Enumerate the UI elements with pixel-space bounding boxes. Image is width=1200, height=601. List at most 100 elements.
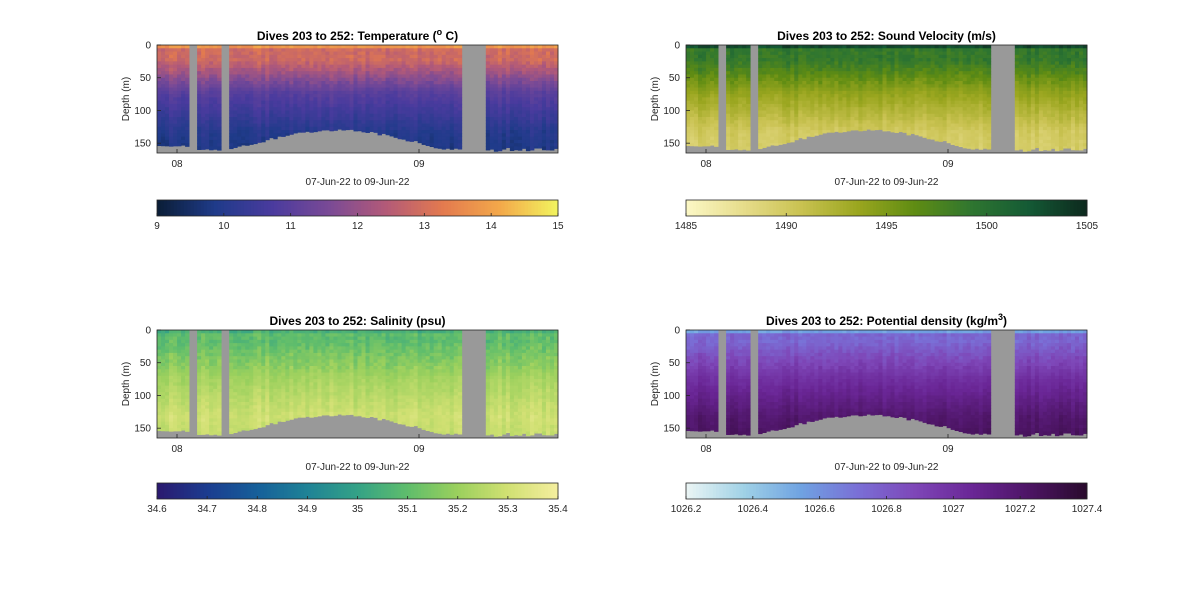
- heatmap-cell: [157, 54, 162, 59]
- heatmap-cell: [213, 136, 218, 141]
- heatmap-cell: [902, 113, 907, 118]
- heatmap-cell: [758, 113, 763, 118]
- colorbar-segment: [527, 200, 532, 216]
- heatmap-cell: [533, 54, 539, 59]
- heatmap-cell: [918, 117, 923, 121]
- heatmap-cell: [257, 123, 262, 128]
- heatmap-cell: [978, 113, 984, 118]
- heatmap-cell: [814, 113, 819, 118]
- heatmap-cell: [169, 51, 174, 56]
- heatmap-cell: [457, 45, 463, 49]
- heatmap-cell: [409, 64, 415, 69]
- heatmap-cell: [397, 87, 403, 92]
- heatmap-cell: [329, 100, 334, 105]
- heatmap-cell: [293, 61, 298, 66]
- heatmap-cell: [209, 133, 214, 138]
- heatmap-cell: [810, 48, 815, 52]
- heatmap-cell: [217, 103, 222, 108]
- heatmap-cell: [826, 120, 831, 124]
- heatmap-cell: [409, 67, 415, 72]
- heatmap-cell: [369, 84, 374, 88]
- heatmap-cell: [281, 77, 286, 82]
- heatmap-cell: [706, 143, 711, 147]
- heatmap-cell: [694, 48, 699, 52]
- heatmap-cell: [313, 61, 318, 66]
- heatmap-cell: [966, 87, 972, 92]
- heatmap-cell: [517, 87, 523, 92]
- heatmap-cell: [742, 136, 747, 141]
- colorbar-segment: [170, 200, 175, 216]
- heatmap-cell: [357, 103, 362, 108]
- heatmap-cell: [545, 117, 551, 121]
- heatmap-cell: [726, 94, 731, 98]
- heatmap-cell: [513, 143, 519, 147]
- heatmap-cell: [209, 58, 214, 62]
- heatmap-cell: [826, 45, 831, 49]
- heatmap-cell: [934, 90, 940, 95]
- heatmap-cell: [205, 139, 210, 144]
- heatmap-cell: [802, 136, 807, 140]
- heatmap-cell: [233, 126, 238, 131]
- heatmap-cell: [345, 120, 350, 124]
- heatmap-cell: [317, 48, 322, 52]
- heatmap-cell: [758, 81, 763, 85]
- heatmap-cell: [714, 48, 719, 52]
- heatmap-cell: [513, 58, 519, 62]
- heatmap-cell: [870, 107, 875, 111]
- heatmap-cell: [794, 100, 799, 105]
- heatmap-cell: [277, 126, 282, 131]
- heatmap-cell: [986, 143, 992, 147]
- heatmap-cell: [361, 84, 366, 88]
- heatmap-cell: [982, 117, 988, 121]
- heatmap-cell: [297, 123, 302, 128]
- heatmap-cell: [285, 97, 290, 102]
- heatmap-cell: [409, 71, 415, 75]
- heatmap-cell: [421, 64, 427, 69]
- heatmap-cell: [497, 113, 503, 118]
- heatmap-cell: [778, 45, 783, 49]
- heatmap-cell: [201, 74, 206, 79]
- heatmap-cell: [261, 94, 266, 98]
- heatmap-cell: [497, 74, 503, 79]
- colorbar-segment: [464, 200, 469, 216]
- heatmap-cell: [509, 139, 515, 144]
- heatmap-cell: [237, 126, 242, 131]
- heatmap-cell: [529, 130, 535, 134]
- heatmap-cell: [501, 97, 507, 102]
- heatmap-cell: [758, 61, 763, 66]
- heatmap-cell: [537, 48, 543, 52]
- heatmap-cell: [205, 58, 210, 62]
- heatmap-cell: [521, 126, 527, 131]
- heatmap-cell: [185, 123, 190, 128]
- heatmap-cell: [822, 117, 827, 121]
- heatmap-cell: [742, 130, 747, 134]
- heatmap-cell: [950, 120, 956, 124]
- heatmap-cell: [445, 67, 451, 72]
- heatmap-cell: [930, 117, 936, 121]
- heatmap-cell: [269, 113, 274, 118]
- heatmap-cell: [181, 94, 186, 98]
- heatmap-cell: [529, 126, 535, 131]
- heatmap-cell: [201, 103, 206, 108]
- heatmap-cell: [257, 77, 262, 82]
- heatmap-cell: [297, 110, 302, 115]
- heatmap-cell: [261, 67, 266, 72]
- heatmap-cell: [325, 87, 330, 92]
- heatmap-cell: [197, 67, 202, 72]
- heatmap-cell: [902, 61, 907, 66]
- heatmap-cell: [834, 120, 839, 124]
- heatmap-cell: [213, 143, 218, 147]
- heatmap-cell: [397, 81, 403, 85]
- heatmap-cell: [818, 45, 823, 49]
- heatmap-cell: [898, 100, 903, 105]
- heatmap-cell: [866, 107, 871, 111]
- heatmap-cell: [854, 110, 859, 115]
- heatmap-cell: [710, 74, 715, 79]
- heatmap-cell: [257, 97, 262, 102]
- heatmap-cell: [417, 110, 423, 115]
- heatmap-cell: [970, 84, 976, 88]
- colorbar-segment: [444, 200, 449, 216]
- heatmap-cell: [866, 61, 871, 66]
- heatmap-cell: [706, 64, 711, 69]
- heatmap-cell: [910, 110, 915, 115]
